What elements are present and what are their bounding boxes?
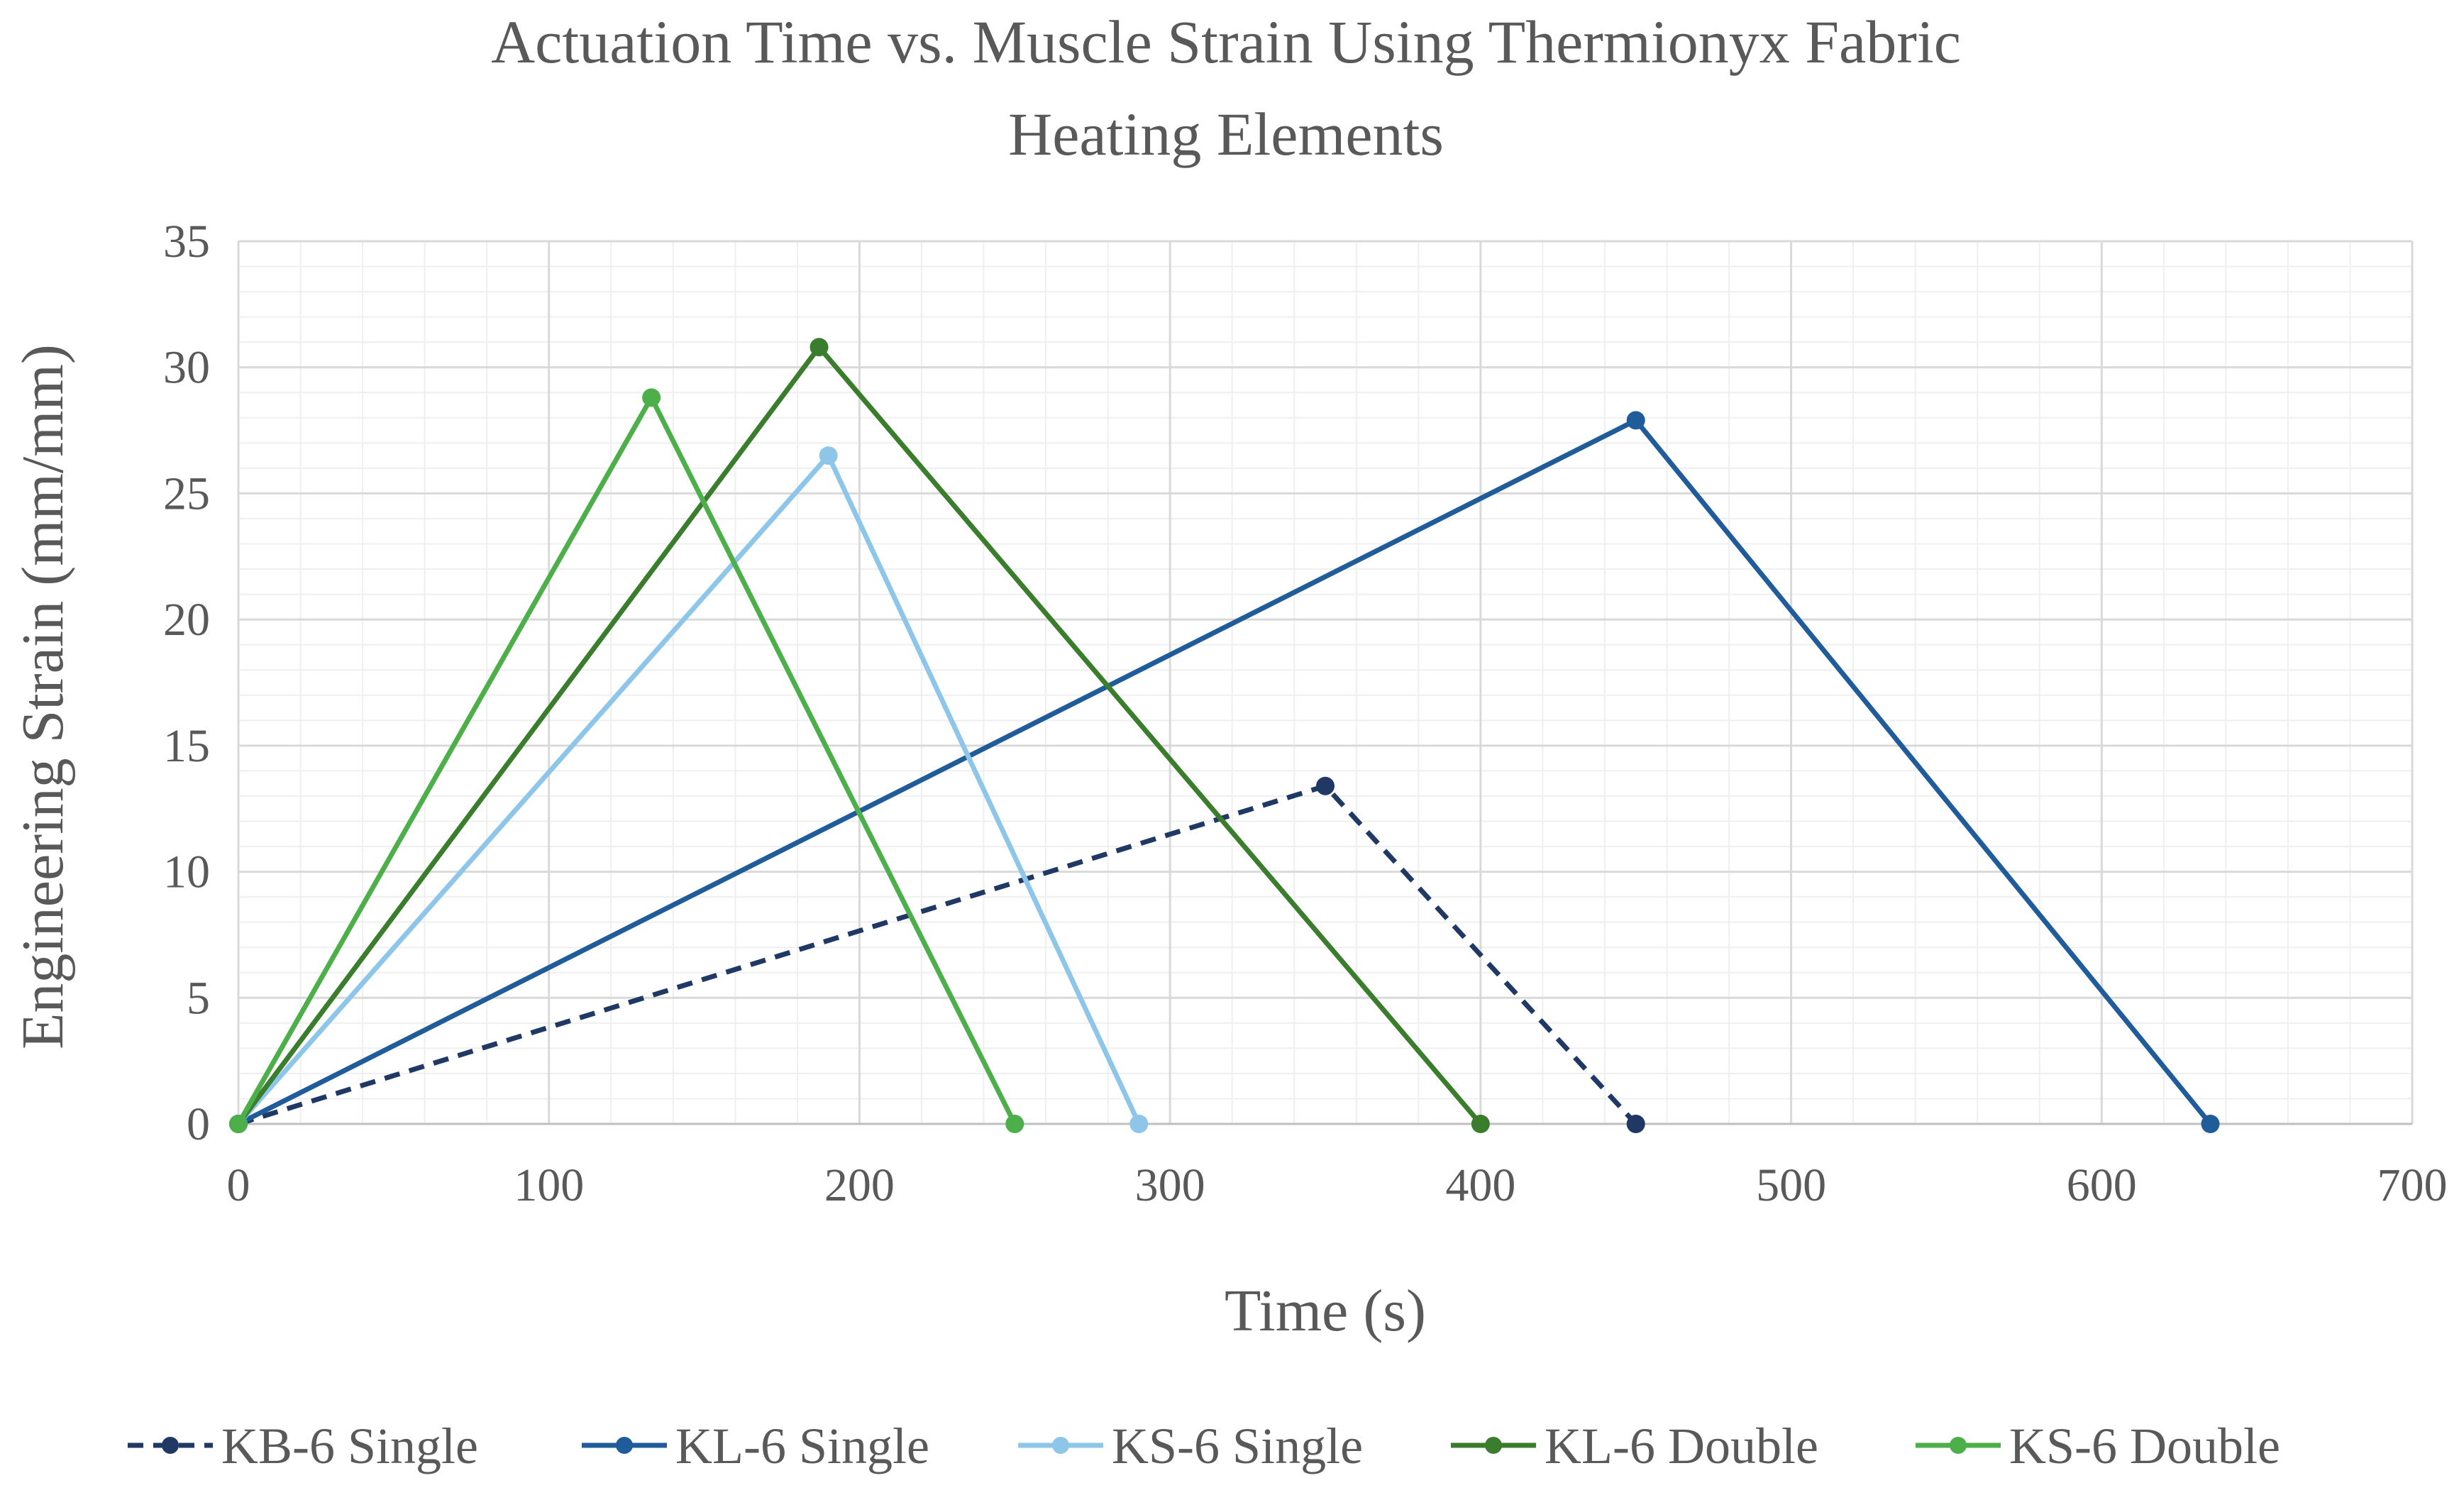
legend-label-ks-6-single: KS-6 Single [1112, 1418, 1363, 1474]
y-tick-label: 20 [163, 594, 210, 646]
series-layer [229, 338, 2220, 1133]
data-point-kl-6-double [810, 338, 829, 357]
chart-title-line-1: Actuation Time vs. Muscle Strain Using T… [491, 8, 1961, 76]
legend-item-kl-6-single: KL-6 Single [582, 1418, 929, 1474]
y-tick-label: 10 [163, 846, 210, 898]
chart-title-line-2: Heating Elements [1008, 100, 1444, 168]
x-tick-label: 500 [1756, 1159, 1826, 1211]
y-tick-labels: 0 5 10 15 20 25 30 35 [163, 216, 210, 1150]
legend-item-kb-6-single: KB-6 Single [128, 1418, 478, 1474]
legend-item-ks-6-double: KS-6 Double [1916, 1418, 2280, 1474]
legend-marker-ks-6-single [1052, 1437, 1069, 1454]
data-point-kb-6-single [1316, 776, 1335, 795]
legend-marker-ks-6-double [1950, 1437, 1967, 1454]
data-point-kb-6-single [1626, 1115, 1645, 1133]
minor-gridlines [238, 241, 2412, 1124]
x-axis-label: Time (s) [1225, 1278, 1426, 1344]
legend: KB-6 Single KL-6 Single KS-6 Single KL-6 Do… [128, 1418, 2280, 1474]
y-tick-label: 30 [163, 342, 210, 394]
legend-marker-kl-6-single [616, 1437, 633, 1454]
y-tick-label: 15 [163, 720, 210, 772]
data-point-ks-6-single [1129, 1115, 1149, 1133]
y-tick-label: 0 [187, 1098, 210, 1150]
legend-label-kb-6-single: KB-6 Single [221, 1418, 478, 1474]
x-tick-label: 600 [2067, 1159, 2137, 1211]
x-tick-label: 700 [2377, 1159, 2448, 1211]
series-line-kl-6-single [237, 417, 2213, 1127]
legend-marker-kb-6-single [162, 1437, 179, 1454]
legend-label-ks-6-double: KS-6 Double [2009, 1418, 2280, 1474]
data-point-kl-6-single [1626, 411, 1645, 430]
x-tick-label: 100 [514, 1159, 584, 1211]
series-line-ks-6-double [236, 395, 1017, 1125]
x-tick-label: 400 [1445, 1159, 1515, 1211]
legend-item-kl-6-double: KL-6 Double [1451, 1418, 1818, 1474]
legend-marker-kl-6-double [1485, 1437, 1502, 1454]
legend-label-kl-6-double: KL-6 Double [1545, 1418, 1818, 1474]
x-tick-labels: 0 100 200 300 400 500 600 700 [227, 1159, 2448, 1211]
x-tick-label: 300 [1135, 1159, 1205, 1211]
y-tick-label: 35 [163, 216, 210, 267]
y-tick-label: 25 [163, 468, 210, 519]
y-tick-label: 5 [187, 972, 210, 1024]
major-gridlines [237, 240, 2414, 1124]
data-point-ks-6-double [642, 388, 661, 407]
x-tick-label: 0 [227, 1159, 250, 1211]
data-point-kl-6-single [2201, 1115, 2220, 1133]
legend-label-kl-6-single: KL-6 Single [675, 1418, 929, 1474]
data-point-kl-6-double [1471, 1115, 1490, 1133]
data-point-ks-6-single [819, 446, 838, 465]
data-point-ks-6-double [1005, 1115, 1024, 1133]
y-axis-label: Engineering Strain (mm/mm) [10, 344, 76, 1049]
data-point-ks-6-double [229, 1115, 248, 1133]
x-tick-label: 200 [824, 1159, 895, 1211]
legend-item-ks-6-single: KS-6 Single [1018, 1418, 1363, 1474]
